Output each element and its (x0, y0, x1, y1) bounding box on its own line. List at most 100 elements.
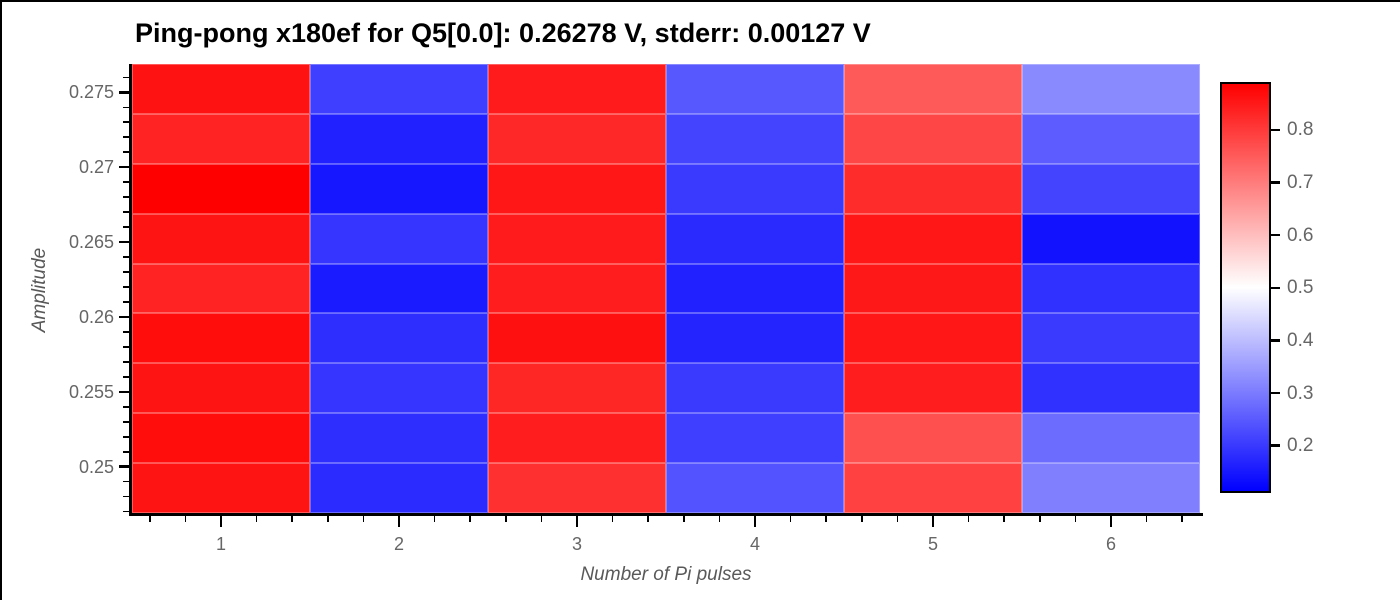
x-tick-label: 6 (1105, 534, 1116, 554)
y-minor-tick (123, 480, 129, 483)
heatmap-cell (666, 313, 844, 364)
heatmap-cell (310, 113, 488, 164)
x-axis-label: Number of Pi pulses (580, 564, 752, 585)
y-minor-tick (123, 301, 129, 303)
y-minor-tick (123, 256, 129, 258)
x-minor-tick (291, 516, 294, 522)
heatmap-cell (1022, 213, 1200, 264)
heatmap-cell (488, 163, 666, 214)
heatmap-cell (666, 463, 844, 513)
x-minor-tick (326, 516, 329, 522)
y-axis-spine (129, 64, 132, 516)
x-tick-label: 4 (749, 534, 760, 554)
y-minor-tick (123, 271, 129, 273)
heatmap-plot (132, 64, 1200, 513)
x-minor-tick (433, 516, 436, 522)
heatmap-cell (132, 213, 310, 264)
heatmap-cell (1022, 363, 1200, 414)
heatmap-cell (844, 163, 1022, 214)
y-tick (119, 166, 129, 169)
x-minor-tick (1038, 516, 1041, 522)
y-minor-tick (123, 211, 129, 214)
heatmap-cell (1022, 64, 1200, 114)
x-minor-tick (184, 516, 187, 522)
y-tick-label: 0.26 (78, 306, 114, 327)
y-minor-tick (123, 121, 129, 124)
colorbar-tick (1271, 339, 1280, 342)
y-minor-tick (123, 286, 129, 288)
y-minor-tick (123, 345, 129, 348)
colorbar-tick-label: 0.7 (1287, 172, 1314, 193)
heatmap-cell (488, 263, 666, 314)
x-axis-spine (129, 513, 1203, 516)
heatmap-cell (310, 163, 488, 214)
heatmap-cell (1022, 463, 1200, 513)
y-tick-label: 0.265 (68, 232, 114, 253)
heatmap-cell (310, 263, 488, 314)
x-minor-tick (1003, 516, 1006, 522)
y-tick (119, 465, 129, 468)
colorbar-tick-label: 0.3 (1287, 382, 1314, 404)
heatmap-cell (844, 113, 1022, 164)
y-minor-tick (123, 495, 129, 498)
heatmap-cell (132, 263, 310, 314)
x-minor-tick (611, 516, 614, 522)
colorbar-tick (1271, 444, 1280, 447)
colorbar-tick (1271, 391, 1280, 395)
heatmap-cell (488, 463, 666, 513)
heatmap-cell (844, 313, 1022, 364)
heatmap-cell (132, 163, 310, 214)
x-minor-tick (967, 516, 970, 522)
colorbar-tick-label: 0.6 (1287, 224, 1314, 246)
y-minor-tick (123, 435, 129, 438)
x-tick-label: 3 (571, 534, 582, 554)
x-minor-tick (362, 516, 365, 522)
heatmap-cell (844, 463, 1022, 513)
heatmap-cell (844, 263, 1022, 314)
colorbar-tick-label: 0.8 (1287, 119, 1314, 141)
x-minor-tick (504, 516, 507, 522)
y-tick (119, 91, 129, 94)
y-tick (119, 315, 129, 319)
x-minor-tick (1074, 516, 1077, 522)
colorbar-tick (1271, 286, 1280, 289)
colorbar-tick (1271, 128, 1280, 132)
y-tick-label: 0.25 (78, 456, 114, 477)
heatmap-cell (310, 363, 488, 414)
heatmap-cell (310, 313, 488, 364)
x-minor-tick (1181, 516, 1184, 522)
heatmap-cell (132, 363, 310, 414)
heatmap-cell (666, 64, 844, 114)
heatmap-cell (310, 213, 488, 264)
heatmap-cell (666, 413, 844, 464)
y-minor-tick (123, 420, 129, 423)
x-minor-tick (148, 516, 151, 522)
y-tick-label: 0.255 (68, 381, 114, 402)
heatmap-cell (666, 163, 844, 214)
heatmap-cell (310, 463, 488, 513)
chart-title: Ping-pong x180ef for Q5[0.0]: 0.26278 V,… (135, 18, 871, 48)
x-minor-tick (469, 516, 472, 522)
x-tick (931, 516, 935, 527)
colorbar-tick-label: 0.5 (1287, 277, 1314, 299)
y-minor-tick (123, 151, 129, 154)
heatmap-cell (1022, 313, 1200, 364)
x-minor-tick (860, 516, 863, 522)
y-minor-tick (123, 226, 129, 229)
y-minor-tick (123, 136, 129, 139)
y-minor-tick (123, 331, 129, 333)
x-tick (575, 516, 579, 527)
heatmap-cell (844, 213, 1022, 264)
y-axis-label: Amplitude (29, 247, 50, 333)
heatmap-cell (666, 363, 844, 414)
y-minor-tick (123, 106, 129, 109)
x-tick-label: 1 (215, 534, 226, 554)
heatmap-cell (488, 64, 666, 114)
heatmap-cell (1022, 413, 1200, 464)
heatmap-cell (310, 413, 488, 464)
heatmap-cell (488, 363, 666, 414)
x-minor-tick (825, 516, 828, 522)
y-tick-label: 0.275 (68, 82, 114, 103)
heatmap-cell (132, 64, 310, 114)
heatmap-cell (488, 313, 666, 364)
